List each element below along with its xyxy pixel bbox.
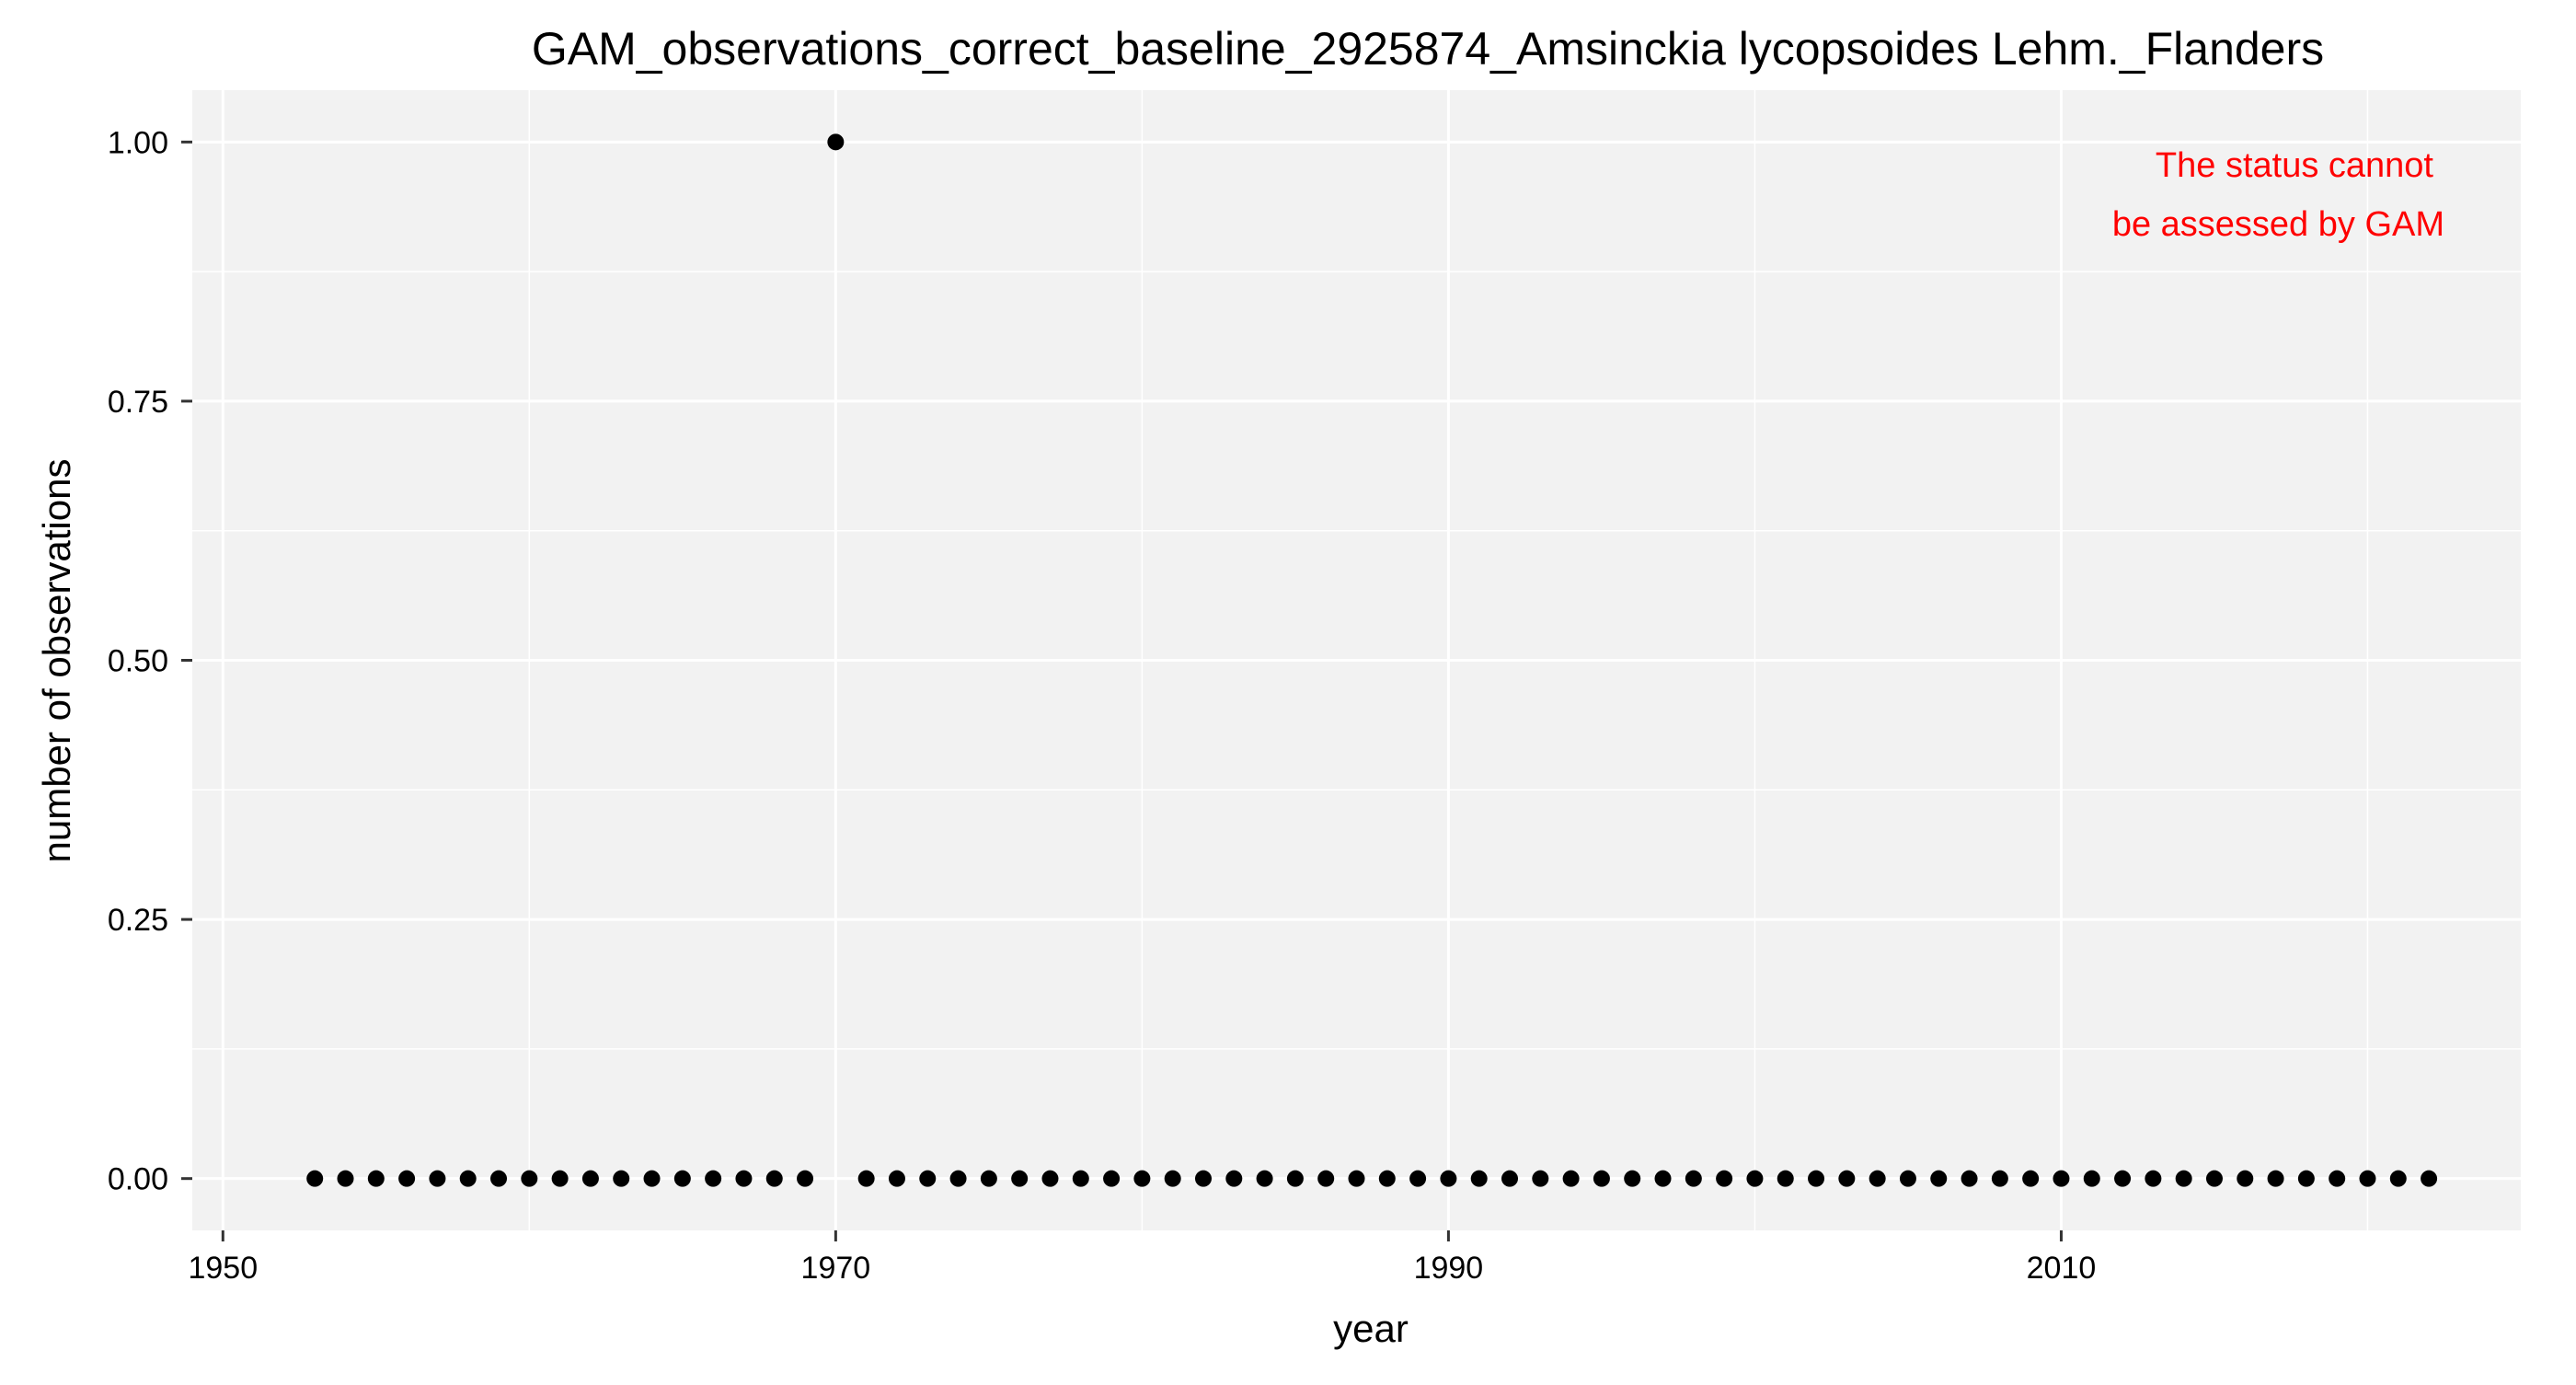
- data-point: [1409, 1170, 1427, 1187]
- data-point: [1011, 1170, 1029, 1187]
- data-point: [1133, 1170, 1151, 1187]
- y-axis: 0.00 0.25 0.50 0.75 1.00: [108, 125, 192, 1197]
- data-point: [1072, 1170, 1089, 1187]
- data-point: [1777, 1170, 1794, 1187]
- data-point: [306, 1170, 324, 1187]
- data-point: [673, 1170, 691, 1187]
- data-point: [521, 1170, 538, 1187]
- data-point: [1654, 1170, 1672, 1187]
- data-point: [459, 1170, 477, 1187]
- data-point: [2083, 1170, 2100, 1187]
- data-point: [1103, 1170, 1121, 1187]
- data-point: [1930, 1170, 1948, 1187]
- data-point: [1501, 1170, 1519, 1187]
- data-point: [1378, 1170, 1396, 1187]
- data-point: [1041, 1170, 1059, 1187]
- data-point: [705, 1170, 722, 1187]
- data-point: [337, 1170, 354, 1187]
- y-tick-label: 0.00: [108, 1162, 168, 1197]
- data-point: [1225, 1170, 1243, 1187]
- data-point: [1562, 1170, 1580, 1187]
- data-point: [797, 1170, 814, 1187]
- data-point: [2389, 1170, 2407, 1187]
- y-tick-label: 0.75: [108, 385, 168, 420]
- data-point: [581, 1170, 599, 1187]
- x-tick-label: 1970: [801, 1251, 871, 1286]
- x-tick-label: 2010: [2027, 1251, 2097, 1286]
- y-tick-label: 0.50: [108, 644, 168, 679]
- data-point: [1685, 1170, 1702, 1187]
- data-point: [1746, 1170, 1764, 1187]
- data-point: [765, 1170, 783, 1187]
- data-point: [2297, 1170, 2315, 1187]
- data-point: [613, 1170, 630, 1187]
- data-point: [1286, 1170, 1304, 1187]
- x-axis-title: year: [1333, 1307, 1409, 1350]
- x-axis: 1950 1970 1990 2010: [188, 1230, 2096, 1286]
- data-point: [1317, 1170, 1335, 1187]
- data-point: [1532, 1170, 1549, 1187]
- data-point: [551, 1170, 569, 1187]
- data-point: [1838, 1170, 1856, 1187]
- data-point: [2237, 1170, 2254, 1187]
- data-point: [643, 1170, 661, 1187]
- data-point: [1716, 1170, 1733, 1187]
- data-point: [1624, 1170, 1641, 1187]
- data-point: [857, 1170, 875, 1187]
- y-tick-label: 0.25: [108, 903, 168, 938]
- data-point: [735, 1170, 753, 1187]
- chart-title: GAM_observations_correct_baseline_292587…: [532, 23, 2324, 75]
- data-point: [827, 133, 845, 151]
- data-point: [1961, 1170, 1978, 1187]
- data-point: [919, 1170, 937, 1187]
- data-point: [2114, 1170, 2132, 1187]
- data-point: [888, 1170, 905, 1187]
- data-point: [398, 1170, 416, 1187]
- data-points: [306, 133, 2438, 1187]
- data-point: [1991, 1170, 2008, 1187]
- data-point: [1440, 1170, 1457, 1187]
- data-point: [367, 1170, 385, 1187]
- data-point: [490, 1170, 508, 1187]
- data-point: [1194, 1170, 1212, 1187]
- data-point: [949, 1170, 967, 1187]
- x-tick-label: 1950: [188, 1251, 258, 1286]
- data-point: [2359, 1170, 2376, 1187]
- data-point: [2267, 1170, 2284, 1187]
- major-gridlines: [192, 90, 2521, 1230]
- data-point: [2022, 1170, 2040, 1187]
- data-point: [2205, 1170, 2223, 1187]
- data-point: [1899, 1170, 1916, 1187]
- data-point: [980, 1170, 997, 1187]
- y-axis-title: number of observations: [35, 459, 78, 863]
- data-point: [1256, 1170, 1273, 1187]
- x-tick-label: 1990: [1414, 1251, 1484, 1286]
- y-tick-label: 1.00: [108, 125, 168, 160]
- data-point: [2421, 1170, 2438, 1187]
- data-point: [1348, 1170, 1365, 1187]
- data-point: [1808, 1170, 1825, 1187]
- data-point: [1869, 1170, 1886, 1187]
- data-point: [1164, 1170, 1181, 1187]
- status-annotation-line-2: be assessed by GAM: [2112, 205, 2444, 244]
- data-point: [2145, 1170, 2162, 1187]
- data-point: [1593, 1170, 1610, 1187]
- data-point: [2329, 1170, 2346, 1187]
- data-point: [429, 1170, 446, 1187]
- data-point: [2053, 1170, 2070, 1187]
- data-point: [2175, 1170, 2192, 1187]
- status-annotation-line-1: The status cannot: [2156, 146, 2434, 185]
- data-point: [1470, 1170, 1488, 1187]
